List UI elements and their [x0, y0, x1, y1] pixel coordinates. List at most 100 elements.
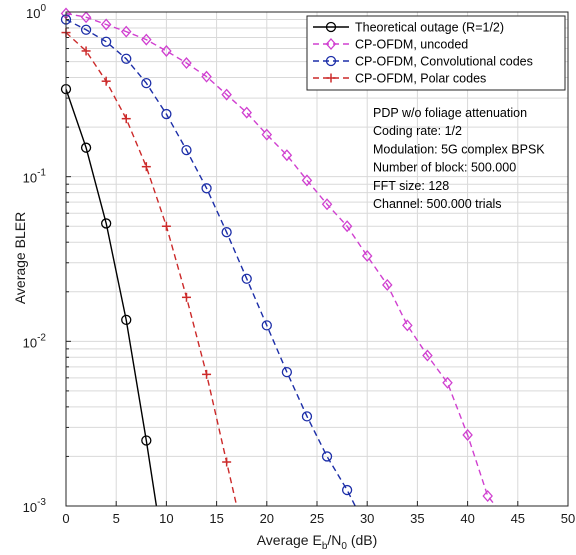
y-tick-label: 100 [26, 3, 46, 21]
series-line [66, 32, 238, 506]
legend: Theoretical outage (R=1/2) CP-OFDM, uncod… [306, 15, 566, 91]
data-point [101, 76, 111, 86]
y-tick-base: 10 [23, 335, 37, 350]
y-tick-base: 10 [26, 6, 40, 21]
x-axis-label-mid: /N [327, 532, 341, 548]
data-point [161, 221, 171, 231]
data-point [101, 36, 112, 47]
x-tick-label: 35 [410, 511, 424, 526]
y-tick-base: 10 [23, 171, 37, 186]
data-point [80, 11, 92, 24]
data-point [201, 70, 212, 83]
legend-item: CP-OFDM, uncoded [313, 38, 468, 52]
data-point [100, 18, 112, 31]
data-point [341, 220, 353, 233]
data-point [301, 411, 313, 422]
data-point [221, 88, 232, 101]
y-tick-exponent: -3 [37, 497, 46, 508]
x-tick-label: 0 [62, 511, 69, 526]
legend-label: CP-OFDM, Polar codes [355, 72, 486, 86]
legend-item: CP-OFDM, Convolutional codes [313, 55, 533, 69]
annotation-line: FFT size: 128 [373, 179, 449, 193]
data-point [120, 25, 132, 38]
x-tick-label: 30 [360, 511, 374, 526]
data-point [422, 349, 433, 362]
x-axis-label: Average Eb/N0 (dB) [257, 532, 378, 552]
legend-marker [325, 55, 337, 67]
y-tick-label: 10-3 [23, 497, 47, 515]
legend-item: Theoretical outage (R=1/2) [313, 21, 504, 35]
data-point [241, 106, 252, 119]
legend-marker [326, 73, 336, 83]
y-tick-exponent: -1 [37, 168, 46, 179]
data-point [241, 273, 252, 284]
x-tick-label: 15 [209, 511, 223, 526]
data-point [121, 314, 132, 326]
legend-label: Theoretical outage (R=1/2) [355, 21, 504, 35]
series-line [66, 12, 497, 506]
data-point [202, 369, 212, 379]
legend-label: CP-OFDM, uncoded [355, 38, 468, 52]
data-point [101, 218, 112, 229]
data-point [80, 142, 92, 153]
data-point [221, 227, 232, 238]
y-tick-exponent: -2 [37, 332, 46, 343]
y-tick-base: 10 [23, 500, 37, 515]
data-point [80, 24, 92, 35]
data-point [261, 128, 273, 141]
annotation-line: Number of block: 500.000 [373, 161, 516, 175]
x-tick-label: 45 [511, 511, 525, 526]
data-point [181, 144, 192, 156]
data-point [141, 435, 152, 446]
data-point [482, 490, 493, 502]
data-point [341, 484, 353, 496]
annotation-block: PDP w/o foliage attenuation Coding rate: … [373, 106, 545, 211]
data-point [161, 44, 172, 57]
data-point [121, 114, 131, 124]
y-tick-exponent: 0 [40, 3, 46, 14]
legend-box [306, 15, 566, 91]
series-line [66, 88, 158, 506]
data-point [382, 278, 393, 291]
y-axis-label: Average BLER [12, 212, 28, 304]
data-point [181, 57, 192, 69]
y-tick-label: 10-1 [23, 168, 47, 186]
x-tick-label: 40 [460, 511, 474, 526]
legend-label: CP-OFDM, Convolutional codes [355, 55, 533, 69]
x-axis-label-sub-0: 0 [341, 541, 347, 552]
data-point [222, 457, 232, 467]
x-tick-label: 5 [113, 511, 120, 526]
data-point [281, 366, 293, 378]
data-point [301, 174, 313, 187]
legend-item: CP-OFDM, Polar codes [313, 72, 486, 86]
data-point [321, 198, 333, 211]
x-tick-label: 20 [260, 511, 274, 526]
data-point [141, 77, 152, 89]
data-point [462, 428, 473, 441]
data-point [281, 149, 293, 162]
data-point [161, 108, 172, 120]
x-tick-label: 25 [310, 511, 324, 526]
annotation-line: Modulation: 5G complex BPSK [373, 142, 545, 156]
x-tick-label: 50 [561, 511, 575, 526]
x-tick-label: 10 [159, 511, 173, 526]
data-point [181, 292, 191, 302]
data-point [121, 53, 132, 64]
data-point [402, 319, 413, 332]
data-point [442, 376, 453, 389]
annotation-line: Channel: 500.000 trials [373, 197, 502, 211]
data-point [141, 162, 151, 172]
legend-marker [325, 21, 337, 33]
x-axis-ticks: 0 5 10 15 20 25 30 35 40 45 50 [62, 501, 575, 526]
series-4 [61, 28, 238, 506]
legend-marker [325, 38, 337, 50]
data-point [141, 33, 152, 46]
series-layer [60, 7, 497, 506]
y-tick-label: 10-2 [23, 332, 47, 350]
data-point [81, 46, 91, 56]
data-point [261, 320, 272, 331]
series-1 [60, 83, 158, 506]
annotation-line: Coding rate: 1/2 [373, 124, 462, 138]
x-axis-label-main: Average E [257, 532, 322, 548]
